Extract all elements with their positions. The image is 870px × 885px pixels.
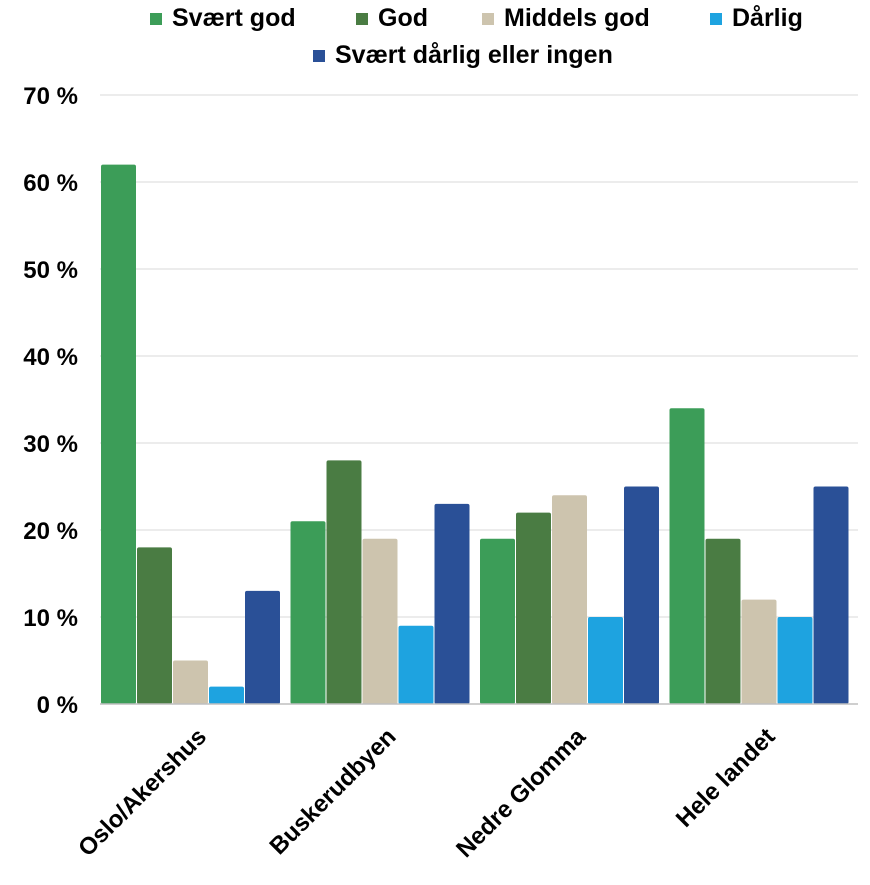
bar: [669, 408, 705, 704]
bar: [362, 538, 398, 704]
bar: [741, 599, 777, 704]
y-tick-label: 40 %: [23, 344, 78, 371]
y-axis-tick-labels: 0 % 10 % 20 % 30 % 40 % 50 % 60 % 70 %: [23, 83, 78, 719]
bar: [137, 547, 172, 704]
bars: [101, 164, 849, 705]
bar: [588, 617, 623, 704]
bar: [552, 495, 587, 704]
y-tick-label: 10 %: [23, 605, 78, 632]
gridlines: [100, 94, 858, 618]
bar: [813, 486, 849, 704]
y-tick-label: 60 %: [23, 170, 78, 197]
bar: [326, 460, 362, 704]
legend-swatch: [150, 13, 162, 25]
legend-label: Middels god: [504, 4, 650, 32]
x-axis-category-labels: Oslo/Akershus Buskerudbyen Nedre Glomma Hel…: [73, 723, 780, 863]
bar: [173, 660, 208, 704]
bar: [290, 521, 326, 704]
legend-label: Svært god: [172, 4, 296, 32]
legend-swatch: [356, 13, 368, 25]
y-tick-label: 70 %: [23, 83, 78, 110]
legend-label: Svært dårlig eller ingen: [335, 41, 613, 69]
legend-label: God: [378, 4, 428, 32]
bar: [101, 164, 136, 705]
legend-swatch: [482, 13, 494, 25]
y-tick-label: 20 %: [23, 518, 78, 545]
x-category-label: Hele landet: [671, 723, 781, 833]
bar: [705, 538, 741, 704]
bar: [516, 512, 551, 704]
bar: [777, 617, 813, 704]
y-tick-label: 0 %: [37, 692, 78, 719]
bar: [245, 590, 280, 704]
x-category-label: Buskerudbyen: [265, 723, 402, 860]
bar: [624, 486, 659, 704]
legend-swatch: [313, 50, 325, 62]
bar: [209, 686, 244, 704]
bar: [480, 538, 515, 704]
bar: [398, 625, 434, 704]
y-tick-label: 30 %: [23, 431, 78, 458]
legend-label: Dårlig: [732, 4, 803, 32]
y-tick-label: 50 %: [23, 257, 78, 284]
x-category-label: Nedre Glomma: [451, 723, 591, 863]
legend: Svært god God Middels god Dårlig Svært dårli…: [150, 4, 803, 69]
legend-swatch: [710, 13, 722, 25]
x-category-label: Oslo/Akershus: [73, 723, 212, 862]
bar: [434, 503, 470, 704]
